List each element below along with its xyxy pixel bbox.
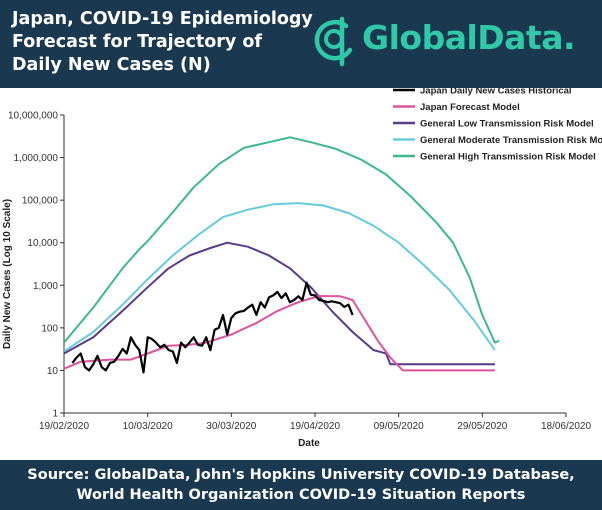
globaldata-logo: GlobalData.: [312, 14, 597, 70]
y-tick-label: 10,000: [27, 238, 58, 249]
y-axis-title: Daily New Cases (Log 10 Scale): [2, 199, 13, 349]
y-tick-label: 1: [52, 409, 58, 420]
x-tick-label: 29/05/2020: [457, 421, 507, 432]
header-banner: Japan, COVID-19 Epidemiology Forecast fo…: [0, 0, 602, 88]
x-tick-label: 19/04/2020: [290, 421, 340, 432]
chart-title: Japan, COVID-19 Epidemiology Forecast fo…: [12, 8, 313, 77]
x-tick-label: 09/05/2020: [374, 421, 424, 432]
x-tick-label: 19/02/2020: [39, 421, 89, 432]
series-line: [63, 241, 495, 366]
y-tick-label: 1,000,000: [14, 153, 59, 164]
logo-text: GlobalData.: [362, 18, 576, 57]
source-line: World Health Organization COVID-19 Situa…: [76, 487, 526, 503]
y-tick-label: 10: [47, 366, 59, 377]
y-tick-label: 100: [41, 323, 58, 334]
source-line: Source: GlobalData, John's Hopkins Unive…: [27, 467, 575, 483]
legend-label: General High Transmission Risk Model: [420, 152, 596, 163]
series-line: [63, 136, 500, 344]
x-tick-label: 10/03/2020: [123, 421, 173, 432]
line-chart: 1 10 100 1,000 10,000 100,000 1,000,000 10,000,…: [2, 88, 602, 449]
title-line: Daily New Cases (N): [12, 55, 211, 75]
source-footer: Source: GlobalData, John's Hopkins Unive…: [0, 460, 602, 510]
series-line: [71, 281, 354, 374]
legend-label: Japan Daily New Cases Historical: [420, 88, 572, 97]
globaldata-logo-icon: [314, 16, 353, 67]
title-line: Japan, COVID-19 Epidemiology: [12, 9, 313, 29]
y-tick-label: 10,000,000: [8, 111, 58, 122]
series-line: [63, 295, 495, 372]
legend-label: General Low Transmission Risk Model: [420, 119, 594, 130]
legend-label: Japan Forecast Model: [420, 102, 520, 113]
y-tick-label: 1,000: [33, 281, 58, 292]
x-tick-label: 18/06/2020: [541, 421, 591, 432]
title-line: Forecast for Trajectory of: [12, 32, 263, 52]
legend-label: General Moderate Transmission Risk Model: [420, 135, 602, 146]
series-line: [63, 202, 496, 353]
x-tick-label: 30/03/2020: [206, 421, 256, 432]
x-axis-title: Date: [298, 438, 320, 449]
y-tick-label: 100,000: [22, 196, 59, 207]
